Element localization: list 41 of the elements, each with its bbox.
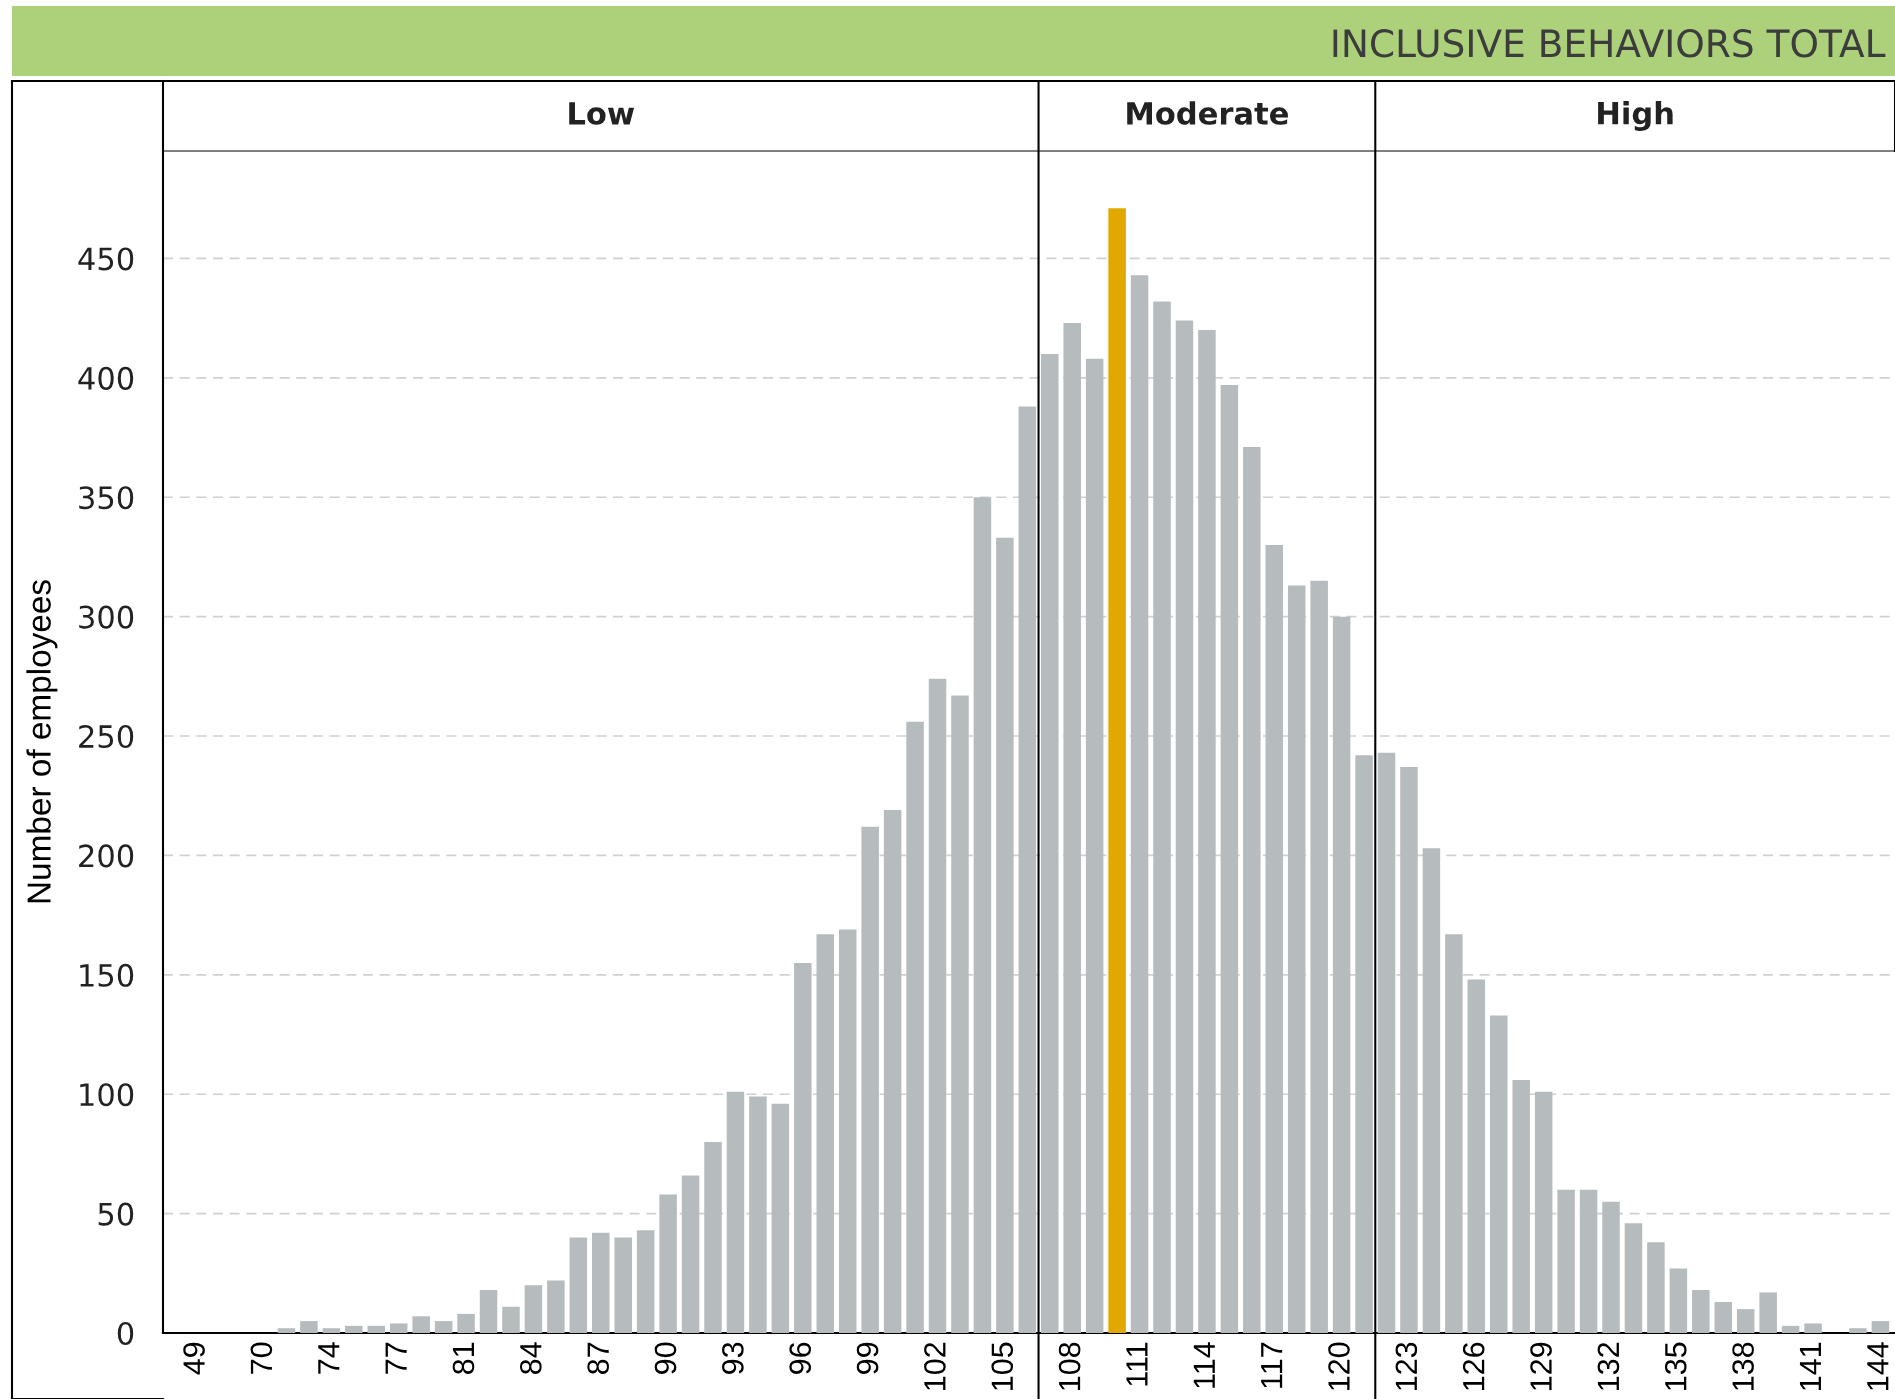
x-tick-label: 123: [1395, 1342, 1418, 1390]
y-tick-label: 50: [98, 1202, 134, 1226]
x-tick-label: 129: [1530, 1342, 1552, 1390]
y-tick-label: 0: [117, 1321, 134, 1346]
y-tick-label: 450: [78, 247, 134, 271]
y-tick-label: 150: [80, 963, 134, 987]
y-axis-title: Number of employees: [26, 580, 58, 903]
x-tick-label: 93: [722, 1342, 744, 1374]
x-tick-label: 114: [1193, 1342, 1215, 1388]
y-tick-label: 300: [79, 605, 134, 629]
y-tick-label: 400: [78, 366, 134, 390]
x-tick-label: 141: [1799, 1342, 1821, 1390]
text: Moderate: [1127, 101, 1288, 125]
x-tick-label: 84: [519, 1342, 542, 1374]
text: Low: [569, 102, 635, 125]
x-tick-label: 49: [183, 1342, 205, 1375]
x-tick-label: 96: [789, 1342, 812, 1374]
x-tick-label: 111: [1126, 1342, 1148, 1386]
x-tick-label: 87: [587, 1342, 609, 1374]
x-tick-label: 74: [318, 1342, 340, 1374]
y-tick-label: 350: [79, 486, 134, 510]
chart-title: INCLUSIVE BEHAVIORS TOTAL: [1333, 29, 1886, 58]
x-tick-label: 138: [1732, 1342, 1754, 1390]
text: High: [1598, 101, 1673, 131]
x-tick-label: 120: [1328, 1342, 1350, 1390]
x-tick-label: 99: [856, 1342, 879, 1374]
y-tick-label: 100: [80, 1083, 134, 1107]
x-tick-label: 132: [1597, 1342, 1620, 1390]
x-tick-label: 144: [1867, 1342, 1889, 1390]
y-tick-label: 250: [79, 724, 134, 749]
x-tick-label: 102: [924, 1342, 946, 1390]
x-tick-label: 81: [452, 1342, 475, 1374]
x-tick-label: 117: [1261, 1342, 1283, 1388]
x-tick-label: 135: [1664, 1342, 1687, 1390]
x-tick-label: 77: [385, 1342, 407, 1374]
x-tick-label: 108: [1058, 1342, 1081, 1390]
x-tick-label: 105: [991, 1342, 1014, 1390]
x-tick-label: 126: [1462, 1342, 1485, 1390]
y-tick-label: 200: [79, 844, 134, 868]
x-tick-label: 90: [654, 1342, 677, 1374]
x-tick-label: 70: [250, 1342, 273, 1374]
